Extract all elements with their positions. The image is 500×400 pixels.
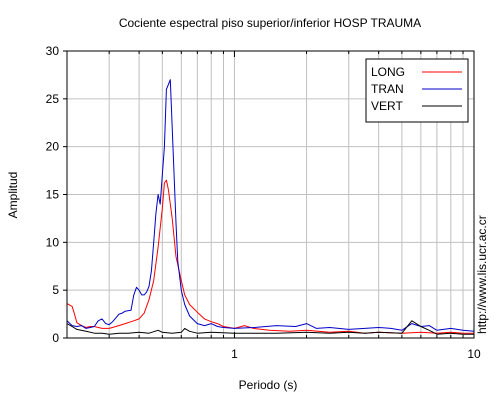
chart-title: Cociente espectral piso superior/inferio… [119,16,421,30]
y-tick-label: 25 [46,92,60,106]
axis-ticks: 0 5 10 15 20 25 30 1 10 [46,44,481,361]
series-line-vert [66,320,474,335]
legend-box [365,58,469,123]
y-tick-label: 0 [52,331,59,345]
x-tick-label: 1 [231,347,238,361]
series-lines [66,79,475,335]
watermark-url: http://www.lis.ucr.ac.cr [475,215,489,334]
legend: LONG TRAN VERT [365,58,469,123]
series-line-long [66,179,474,334]
legend-label-tran: TRAN [371,82,404,96]
x-tick-label: 10 [467,347,481,361]
legend-label-long: LONG [371,65,405,79]
y-tick-label: 15 [46,188,60,202]
y-axis-label: Amplitud [6,172,20,219]
legend-items: LONG TRAN VERT [371,65,462,113]
x-axis-label: Periodo (s) [239,378,298,392]
legend-label-vert: VERT [371,99,403,113]
y-tick-label: 20 [46,140,60,154]
series-line-tran [66,79,475,332]
y-tick-label: 10 [46,235,60,249]
y-tick-label: 5 [52,283,59,297]
y-tick-label: 30 [46,44,60,58]
